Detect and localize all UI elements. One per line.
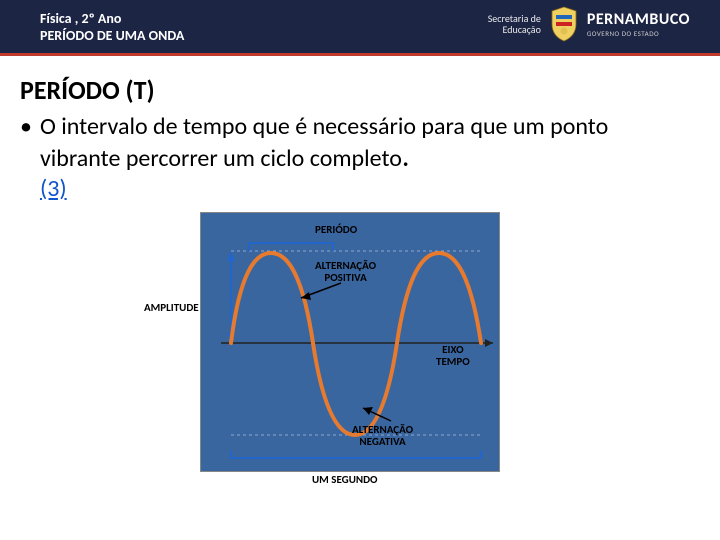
reference-link[interactable]: (3) [40,174,67,203]
bullet-marker: • [20,112,32,142]
period-char: . [402,138,410,175]
label-alt-positiva: ALTERNAÇÃO POSITIVA [315,260,376,284]
label-eixo-tempo: EIXO TEMPO [436,344,470,368]
label-amplitude: AMPLITUDE [144,302,199,314]
state-name: PERNAMBUCO [587,10,690,29]
section-title: PERÍODO (T) [20,74,680,106]
label-um-segundo: UM SEGUNDO [312,474,378,486]
bullet-item: • O intervalo de tempo que é necessário … [20,112,680,204]
label-alt-negativa: ALTERNAÇÃO NEGATIVA [352,424,413,448]
header-subject: Física , 2º Ano [40,10,184,27]
state-logo-block: PERNAMBUCO GOVERNO DO ESTADO [587,10,690,38]
header-logos: Secretaria de Educação PERNAMBUCO GOVERN… [488,6,690,42]
state-shield-icon [549,6,579,42]
secretaria-line2: Educação [488,24,541,35]
state-sub: GOVERNO DO ESTADO [587,29,690,38]
header-topic: PERÍODO DE UMA ONDA [40,27,184,44]
diagram-panel [200,212,500,472]
secretaria-label: Secretaria de Educação [488,13,541,35]
slide-content: PERÍODO (T) • O intervalo de tempo que é… [0,56,720,512]
slide-header: Física , 2º Ano PERÍODO DE UMA ONDA Secr… [0,0,720,56]
definition-text: O intervalo de tempo que é necessário pa… [40,112,608,173]
body-text: O intervalo de tempo que é necessário pa… [40,112,680,204]
header-left: Física , 2º Ano PERÍODO DE UMA ONDA [40,10,184,44]
label-periodo: PERIÓDO [315,224,357,236]
wave-diagram: PERIÓDO ALTERNAÇÃO POSITIVA AMPLITUDE EI… [140,212,560,512]
